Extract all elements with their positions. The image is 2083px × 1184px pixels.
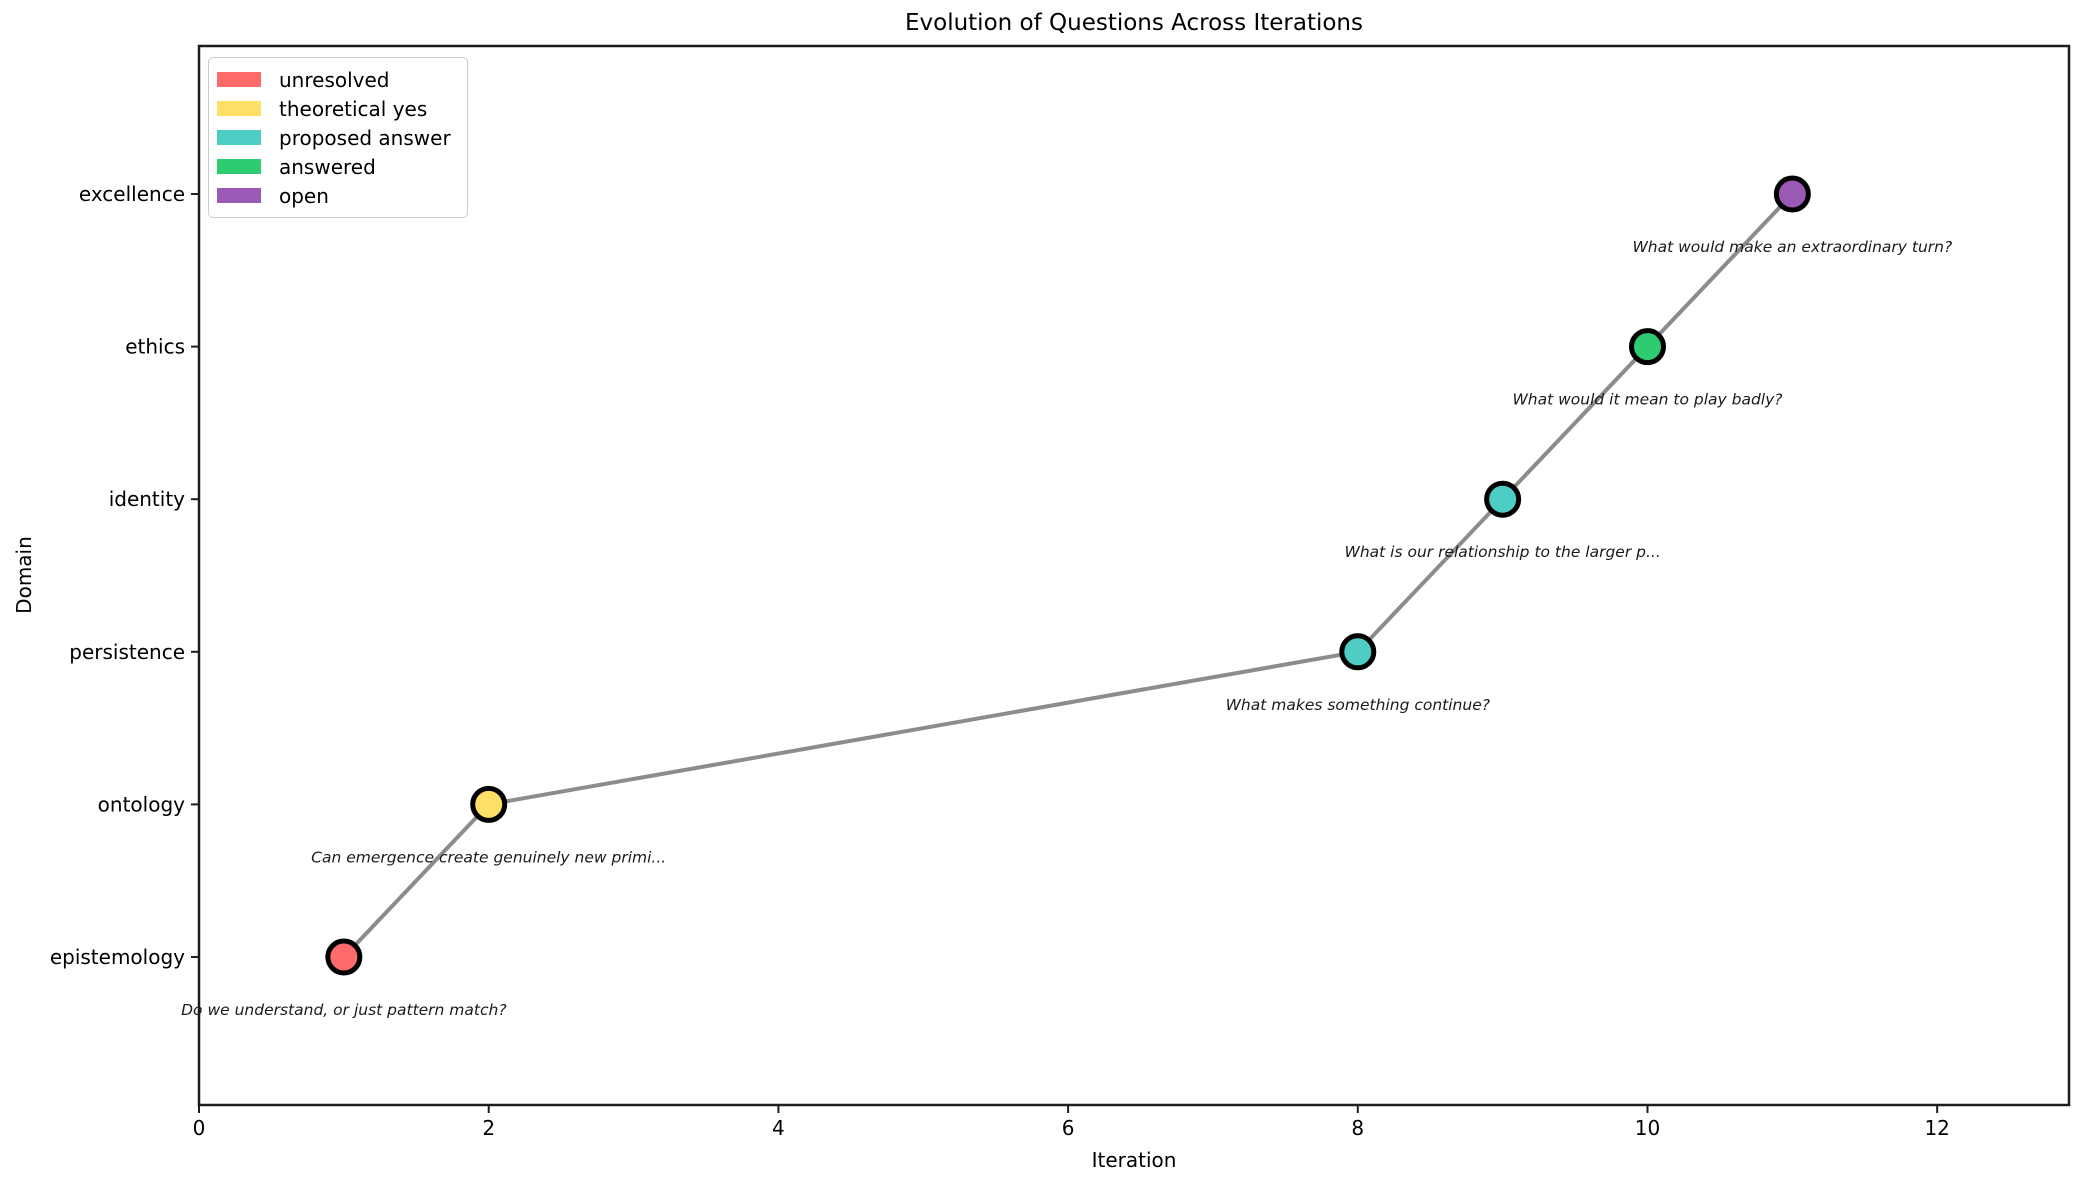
y-tick-label-excellence: excellence [79, 182, 185, 206]
legend-label: answered [279, 154, 376, 179]
annotation-excellence: What would make an extraordinary turn? [1632, 238, 1952, 256]
y-tick-label-ethics: ethics [125, 335, 185, 359]
legend: unresolved theoretical yes proposed answer… [208, 57, 468, 218]
data-point-ontology [470, 785, 508, 823]
legend-label: proposed answer [279, 125, 451, 150]
annotation-epistemology: Do we understand, or just pattern match? [181, 1001, 506, 1019]
y-tick-label-ontology: ontology [98, 792, 185, 816]
legend-label: theoretical yes [279, 96, 428, 121]
legend-swatch-icon [217, 101, 261, 116]
x-tick-label: 12 [1924, 1116, 1949, 1140]
chart-title: Evolution of Questions Across Iterations [904, 10, 1363, 36]
data-point-persistence [1339, 633, 1377, 671]
annotation-identity: What is our relationship to the larger p… [1345, 543, 1661, 561]
x-tick-label: 0 [193, 1116, 206, 1140]
legend-item-answered: answered [217, 152, 451, 181]
data-point-identity [1484, 480, 1522, 518]
x-tick-label: 8 [1351, 1116, 1364, 1140]
axes-frame [197, 44, 2071, 1107]
x-axis-label: Iteration [1091, 1148, 1177, 1172]
trajectory-line [342, 192, 1794, 959]
data-point-ethics [1628, 328, 1666, 366]
x-tick-label: 6 [1062, 1116, 1075, 1140]
annotation-persistence: What makes something continue? [1226, 696, 1490, 714]
legend-label: unresolved [279, 67, 390, 92]
legend-swatch-icon [217, 159, 261, 174]
annotation-ethics: What would it mean to play badly? [1512, 391, 1782, 409]
y-tick-label-persistence: persistence [69, 640, 185, 664]
x-tick-label: 4 [772, 1116, 785, 1140]
legend-item-theoretical-yes: theoretical yes [217, 94, 451, 123]
legend-swatch-icon [217, 72, 261, 87]
legend-label: open [279, 183, 329, 208]
legend-swatch-icon [217, 188, 261, 203]
data-point-excellence [1773, 175, 1811, 213]
legend-item-open: open [217, 181, 451, 210]
legend-item-unresolved: unresolved [217, 65, 451, 94]
annotation-ontology: Can emergence create genuinely new primi… [311, 848, 666, 866]
x-tick-label: 2 [482, 1116, 495, 1140]
legend-item-proposed-answer: proposed answer [217, 123, 451, 152]
y-axis-label: Domain [12, 536, 36, 614]
y-tick-label-epistemology: epistemology [50, 945, 185, 969]
x-tick-label: 10 [1635, 1116, 1660, 1140]
data-point-epistemology [325, 938, 363, 976]
legend-swatch-icon [217, 130, 261, 145]
y-tick-label-identity: identity [109, 487, 185, 511]
